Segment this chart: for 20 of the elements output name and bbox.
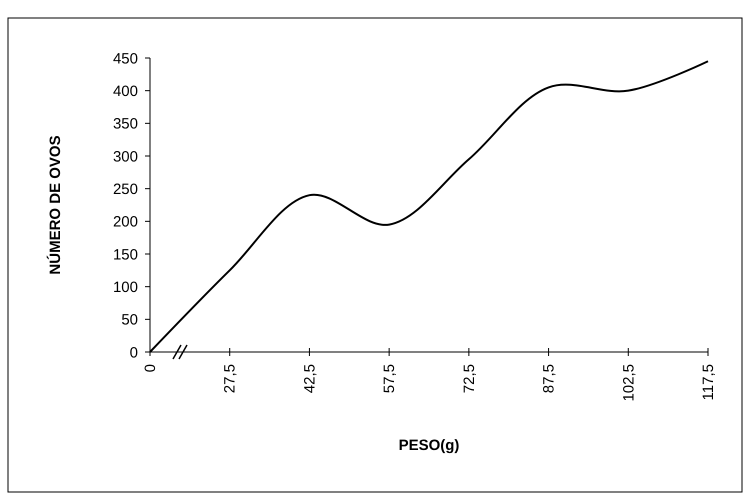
x-tick-label: 87,5 bbox=[540, 364, 558, 394]
y-tick-label: 50 bbox=[121, 312, 138, 329]
y-tick-label: 150 bbox=[112, 246, 138, 264]
y-tick-label: 200 bbox=[112, 214, 138, 231]
y-tick-label: 450 bbox=[112, 50, 138, 68]
x-tick-label: 72,5 bbox=[460, 364, 478, 394]
x-tick-label: 42,5 bbox=[301, 364, 318, 394]
y-tick-label: 250 bbox=[112, 180, 138, 198]
x-tick-label: 0 bbox=[142, 364, 159, 372]
y-tick-label: 100 bbox=[112, 278, 138, 296]
x-tick-label: 102,5 bbox=[620, 364, 638, 402]
y-tick-label: 350 bbox=[112, 116, 138, 133]
x-tick-label: 27,5 bbox=[222, 364, 239, 394]
x-tick-label: 57,5 bbox=[381, 364, 398, 394]
x-axis-title: PESO(g) bbox=[398, 437, 460, 454]
y-tick-label: 300 bbox=[112, 148, 138, 166]
x-tick-label: 117,5 bbox=[700, 364, 717, 400]
y-axis-title: NÚMERO DE OVOS bbox=[46, 135, 64, 275]
y-tick-label: 400 bbox=[112, 82, 138, 100]
y-tick-label: 0 bbox=[130, 344, 138, 362]
